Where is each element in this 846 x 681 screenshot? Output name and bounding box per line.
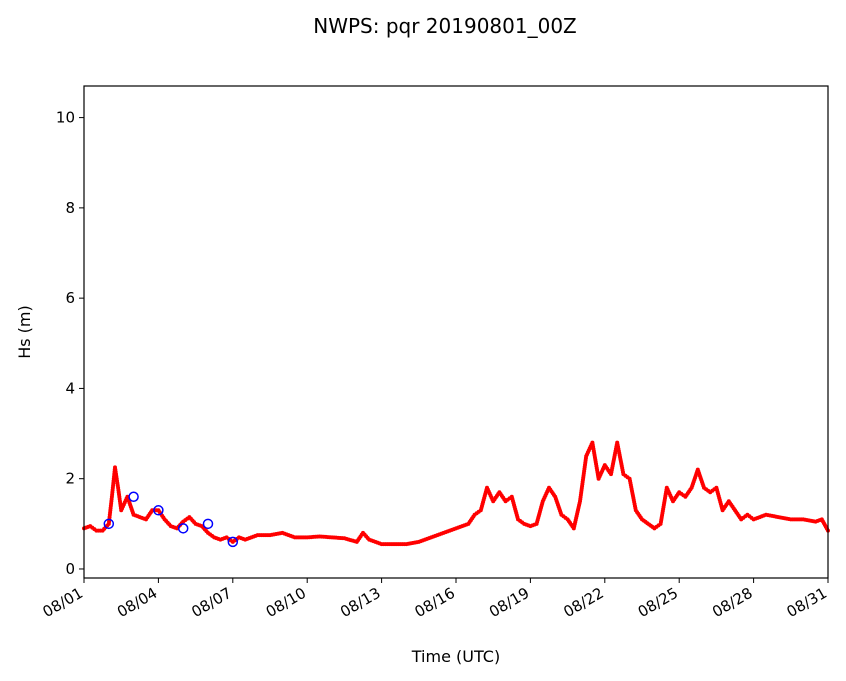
x-tick-label: 08/22 <box>560 584 606 621</box>
x-tick-label: 08/28 <box>709 584 755 621</box>
y-tick-label: 10 <box>56 109 75 127</box>
x-tick-label: 08/19 <box>486 584 532 621</box>
observation-marker <box>177 523 189 534</box>
observation-marker <box>128 491 139 503</box>
observation-marker <box>103 518 115 530</box>
y-tick-label: 2 <box>65 470 75 488</box>
x-tick-label: 08/31 <box>784 584 830 621</box>
x-tick-label: 08/07 <box>188 584 234 621</box>
observation-marker <box>153 505 164 516</box>
chart-title: NWPS: pqr 20190801_00Z <box>313 14 577 38</box>
observation-marker <box>202 518 214 530</box>
x-tick-label: 08/25 <box>635 584 681 621</box>
x-tick-label: 08/01 <box>40 584 86 621</box>
x-tick-label: 08/04 <box>114 584 160 621</box>
y-axis-label: Hs (m) <box>15 305 34 359</box>
x-axis-label: Time (UTC) <box>411 647 500 666</box>
y-tick-label: 8 <box>65 199 75 217</box>
y-tick-label: 6 <box>65 289 75 307</box>
plot-frame <box>83 85 829 579</box>
y-tick-label: 0 <box>65 560 75 578</box>
x-tick-label: 08/13 <box>337 584 383 621</box>
y-axis: 0 2 4 6 8 10 <box>56 109 84 578</box>
x-tick-label: 08/16 <box>412 584 458 621</box>
plot-area <box>82 440 830 548</box>
observation-marker <box>227 536 239 548</box>
x-axis: 08/01 08/04 08/07 08/10 08/13 08/16 08/19 08/22… <box>40 578 830 621</box>
y-tick-label: 4 <box>65 379 75 397</box>
x-tick-label: 08/10 <box>263 584 309 621</box>
